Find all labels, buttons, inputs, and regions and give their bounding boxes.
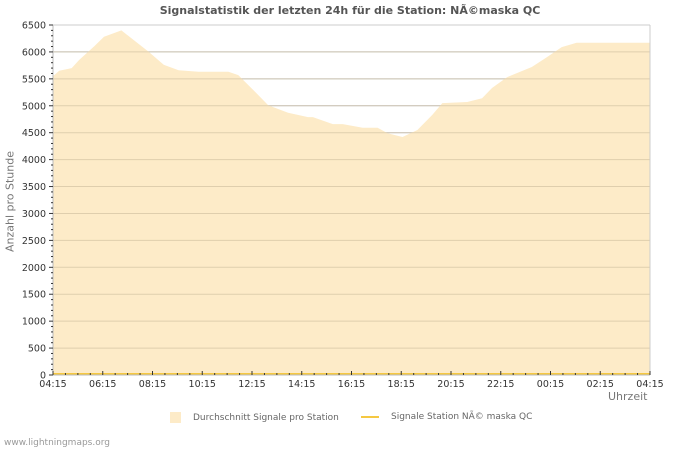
svg-text:1000: 1000 — [22, 317, 46, 328]
legend-label: Durchschnitt Signale pro Station — [193, 412, 339, 423]
footer-link[interactable]: www.lightningmaps.org — [4, 438, 110, 448]
svg-text:20:15: 20:15 — [437, 379, 464, 390]
legend-item-average: Durchschnitt Signale pro Station — [170, 412, 339, 423]
svg-text:12:15: 12:15 — [238, 379, 265, 390]
svg-text:4000: 4000 — [22, 155, 46, 166]
average-signals-area — [53, 30, 650, 376]
svg-text:4500: 4500 — [22, 128, 46, 139]
svg-text:18:15: 18:15 — [388, 379, 415, 390]
svg-text:500: 500 — [28, 344, 46, 355]
area-swatch-icon — [170, 412, 181, 423]
x-axis-ticks: 04:15 06:15 08:15 10:15 12:15 14:15 16:15 18:15… — [39, 371, 664, 390]
svg-text:6000: 6000 — [22, 47, 46, 58]
svg-text:02:15: 02:15 — [587, 379, 614, 390]
svg-text:0: 0 — [40, 371, 46, 382]
y-axis-label: Anzahl pro Stunde — [3, 151, 17, 253]
svg-text:3500: 3500 — [22, 182, 46, 193]
x-axis-label: Uhrzeit — [608, 390, 648, 403]
svg-text:06:15: 06:15 — [89, 379, 116, 390]
line-swatch-icon — [361, 416, 379, 418]
svg-text:10:15: 10:15 — [189, 379, 216, 390]
chart-title: Signalstatistik der letzten 24h für die … — [159, 4, 541, 17]
svg-text:22:15: 22:15 — [487, 379, 514, 390]
legend-item-station: Signale Station NÃ© maska QC — [361, 412, 532, 422]
svg-text:08:15: 08:15 — [139, 379, 166, 390]
svg-text:14:15: 14:15 — [288, 379, 315, 390]
svg-text:5000: 5000 — [22, 101, 46, 112]
svg-text:04:15: 04:15 — [636, 379, 663, 390]
svg-text:16:15: 16:15 — [338, 379, 365, 390]
grid-lines-overlay — [53, 24, 650, 349]
svg-text:5500: 5500 — [22, 74, 46, 85]
svg-text:3000: 3000 — [22, 209, 46, 220]
svg-text:1500: 1500 — [22, 290, 46, 301]
legend-label: Signale Station NÃ© maska QC — [391, 412, 533, 422]
y-axis-ticks: 0 500 1000 1500 2000 2500 3000 3500 4000 4500 5000… — [22, 21, 53, 382]
svg-text:00:15: 00:15 — [537, 379, 564, 390]
svg-text:2000: 2000 — [22, 263, 46, 274]
svg-text:04:15: 04:15 — [39, 379, 66, 390]
svg-text:2500: 2500 — [22, 236, 46, 247]
svg-text:6500: 6500 — [22, 21, 46, 32]
